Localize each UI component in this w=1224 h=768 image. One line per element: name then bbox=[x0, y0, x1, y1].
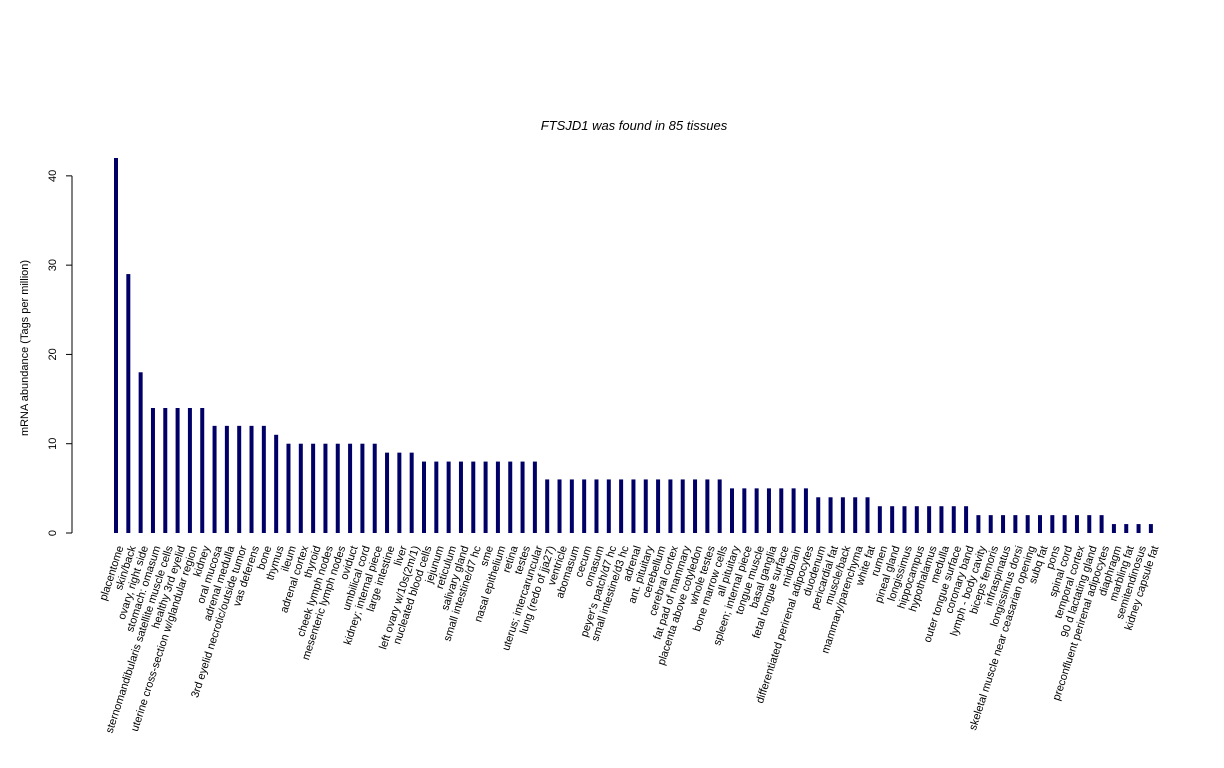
bar bbox=[939, 506, 944, 533]
bar bbox=[532, 461, 537, 533]
bar bbox=[791, 488, 796, 533]
bar bbox=[1087, 515, 1092, 533]
bar bbox=[261, 425, 266, 533]
bar bbox=[200, 408, 205, 533]
bar bbox=[237, 425, 242, 533]
bar bbox=[495, 461, 500, 533]
bar bbox=[964, 506, 969, 533]
y-tick-label: 0 bbox=[47, 530, 59, 536]
bar bbox=[385, 452, 390, 533]
bar bbox=[582, 479, 587, 533]
bar bbox=[520, 461, 525, 533]
bar bbox=[1013, 515, 1018, 533]
bar bbox=[766, 488, 771, 533]
bar bbox=[434, 461, 439, 533]
bar bbox=[730, 488, 734, 533]
bar bbox=[606, 479, 611, 533]
bar bbox=[1124, 524, 1129, 533]
bar bbox=[360, 443, 365, 533]
bar bbox=[927, 506, 932, 533]
bar bbox=[372, 443, 377, 533]
bar bbox=[114, 158, 118, 533]
bar bbox=[902, 506, 907, 533]
bar bbox=[914, 506, 919, 533]
bar bbox=[187, 408, 192, 533]
bar bbox=[631, 479, 636, 533]
bar bbox=[557, 479, 562, 533]
bar bbox=[175, 408, 180, 533]
bar bbox=[323, 443, 328, 533]
bar bbox=[754, 488, 759, 533]
bar bbox=[853, 497, 858, 533]
bar bbox=[594, 479, 599, 533]
bar bbox=[422, 461, 426, 533]
bar bbox=[693, 479, 698, 533]
bar bbox=[816, 497, 821, 533]
bar bbox=[335, 443, 340, 533]
bar bbox=[397, 452, 402, 533]
bar bbox=[274, 434, 279, 533]
bar bbox=[224, 425, 229, 533]
bar bbox=[742, 488, 747, 533]
bar bbox=[298, 443, 303, 533]
bar bbox=[976, 515, 981, 533]
bar bbox=[656, 479, 661, 533]
bar bbox=[163, 408, 168, 533]
bar bbox=[643, 479, 648, 533]
bar bbox=[803, 488, 808, 533]
bar bbox=[1099, 515, 1104, 533]
bar bbox=[458, 461, 463, 533]
bar bbox=[877, 506, 882, 533]
bar bbox=[1148, 524, 1153, 533]
bar bbox=[1074, 515, 1079, 533]
y-tick-label: 10 bbox=[47, 438, 59, 450]
bar bbox=[890, 506, 895, 533]
bar bbox=[545, 479, 550, 533]
bar bbox=[150, 408, 155, 533]
bar bbox=[138, 372, 143, 533]
y-axis-label: mRNA abundance (Tags per million) bbox=[19, 260, 31, 436]
bar bbox=[1050, 515, 1055, 533]
bar bbox=[348, 443, 353, 533]
bar bbox=[840, 497, 845, 533]
bar bbox=[680, 479, 685, 533]
bar bbox=[286, 443, 291, 533]
bar bbox=[1038, 515, 1042, 533]
bar bbox=[1111, 524, 1116, 533]
bar bbox=[988, 515, 993, 533]
bar bbox=[249, 425, 254, 533]
bar bbox=[1001, 515, 1006, 533]
bar bbox=[446, 461, 451, 533]
bar bbox=[828, 497, 833, 533]
bar bbox=[1136, 524, 1141, 533]
y-tick-label: 20 bbox=[47, 348, 59, 360]
bar bbox=[471, 461, 476, 533]
bar bbox=[668, 479, 673, 533]
bar bbox=[409, 452, 414, 533]
y-tick-label: 40 bbox=[47, 170, 59, 182]
bar bbox=[779, 488, 784, 533]
bar bbox=[126, 274, 131, 533]
bar bbox=[619, 479, 624, 533]
chart-title: FTSJD1 was found in 85 tissues bbox=[541, 118, 728, 133]
bar bbox=[1062, 515, 1067, 533]
bar bbox=[717, 479, 722, 533]
y-tick-label: 30 bbox=[47, 259, 59, 271]
bar bbox=[705, 479, 710, 533]
bar bbox=[1025, 515, 1030, 533]
bar bbox=[569, 479, 574, 533]
bar bbox=[311, 443, 316, 533]
bar bbox=[508, 461, 513, 533]
bar bbox=[865, 497, 870, 533]
bar bbox=[212, 425, 217, 533]
bar bbox=[483, 461, 488, 533]
bar bbox=[951, 506, 956, 533]
